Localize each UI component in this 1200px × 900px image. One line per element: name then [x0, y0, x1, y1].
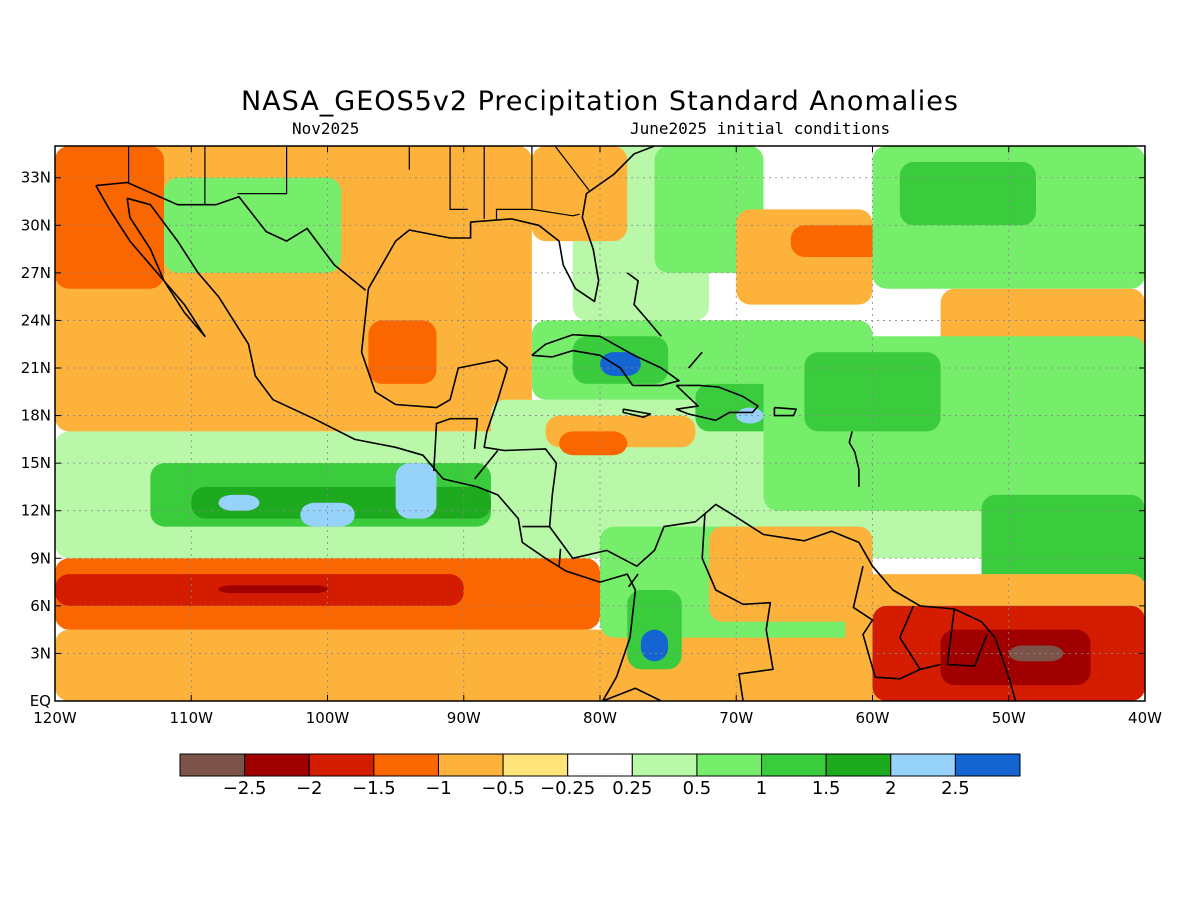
- coastline: [95, 181, 367, 291]
- colorbar-swatch: [761, 753, 827, 777]
- coastline: [848, 431, 860, 487]
- lat-tick-label: 24N: [21, 311, 51, 329]
- coastline: [773, 406, 798, 417]
- coastline: [701, 513, 774, 701]
- coastline: [626, 272, 662, 337]
- anomaly-region: [600, 352, 641, 376]
- colorbar-swatch: [179, 753, 246, 777]
- colorbar-label: −0.25: [540, 778, 595, 799]
- border-line: [237, 146, 288, 195]
- lon-tick-label: 70W: [719, 709, 753, 727]
- colorbar-label: 0.5: [683, 778, 712, 799]
- border-line: [495, 146, 533, 221]
- colorbar-label: 0.25: [612, 778, 652, 799]
- anomaly-region: [531, 146, 628, 242]
- lon-tick-label: 60W: [856, 709, 890, 727]
- border-line: [554, 146, 590, 191]
- lon-tick-label: 80W: [583, 709, 617, 727]
- colorbar-swatch: [890, 753, 956, 777]
- colorbar-swatch: [308, 753, 375, 777]
- colorbar-label: 2: [885, 778, 896, 799]
- anomaly-region: [218, 585, 328, 594]
- anomaly-region: [899, 161, 1036, 226]
- lon-tick-label: 100W: [306, 709, 350, 727]
- lon-tick-label: 40W: [1128, 709, 1162, 727]
- colorbar-swatch: [437, 753, 504, 777]
- coastline: [95, 185, 206, 338]
- colorbar-label: 2.5: [941, 778, 970, 799]
- colorbar-label: −1.5: [352, 778, 396, 799]
- colorbar-swatch: [244, 753, 310, 777]
- anomaly-region: [1008, 645, 1064, 662]
- coastline: [627, 573, 639, 588]
- forecast-month: Nov2025: [292, 119, 360, 138]
- map-title: NASA_GEOS5v2 Precipitation Standard Anom…: [241, 86, 959, 117]
- lat-tick-label: 27N: [21, 264, 51, 282]
- lat-tick-label: 15N: [21, 454, 51, 472]
- colorbar-swatch: [567, 753, 633, 777]
- colorbar-label: 1.5: [812, 778, 841, 799]
- lat-tick-label: 6N: [30, 597, 51, 615]
- colorbar-label: −0.5: [481, 778, 525, 799]
- colorbar-swatch: [696, 753, 763, 777]
- anomaly-region: [559, 431, 628, 456]
- anomaly-region: [218, 494, 260, 511]
- anomaly-region: [368, 320, 437, 384]
- border-line: [449, 146, 468, 210]
- colorbar-label: −2.5: [223, 778, 267, 799]
- coastline: [622, 408, 652, 419]
- anomaly-region: [55, 146, 164, 289]
- lon-tick-label: 120W: [33, 709, 77, 727]
- lat-tick-label: EQ: [30, 692, 51, 710]
- lon-tick-label: 50W: [992, 709, 1026, 727]
- anomaly-region: [640, 629, 669, 662]
- coastline: [126, 197, 637, 701]
- lat-tick-label: 18N: [21, 407, 51, 425]
- colorbar-swatch: [502, 753, 569, 777]
- anomaly-region: [164, 177, 342, 273]
- colorbar: −2.5 −2 −1.5 −1 −0.5 −0.25 0.25 0.5 1 1.5 2 2.5: [179, 753, 1021, 799]
- coastlines: [95, 146, 1017, 701]
- coastline: [852, 566, 921, 680]
- coastline: [531, 333, 680, 387]
- anomaly-field: [55, 146, 1145, 701]
- anomaly-region: [627, 590, 682, 670]
- lat-tick-label: 33N: [21, 169, 51, 187]
- coastline: [898, 605, 941, 671]
- political-borders: [128, 146, 590, 221]
- coastline: [558, 548, 562, 567]
- coastline: [946, 608, 988, 667]
- coastline: [675, 384, 759, 422]
- lon-tick-label: 110W: [170, 709, 214, 727]
- border-line: [531, 208, 580, 217]
- colorbar-swatch: [631, 753, 698, 777]
- anomaly-region: [804, 352, 941, 432]
- lat-tick-label: 9N: [30, 549, 51, 567]
- initial-conditions: June2025 initial conditions: [630, 119, 891, 138]
- colorbar-swatch: [373, 753, 439, 777]
- colorbar-label: 1: [756, 778, 767, 799]
- anomaly-region: [395, 463, 437, 519]
- coastline: [602, 687, 662, 701]
- coastline: [360, 288, 1017, 701]
- colorbar-swatch: [825, 753, 892, 777]
- coastline: [473, 449, 499, 480]
- anomaly-region: [709, 526, 873, 622]
- coastline: [367, 146, 655, 303]
- graticule: [55, 146, 1145, 701]
- coastline: [433, 417, 479, 472]
- anomaly-region: [981, 494, 1145, 590]
- colorbar-swatch: [954, 753, 1021, 777]
- coastline: [687, 351, 703, 369]
- lat-tick-label: 30N: [21, 216, 51, 234]
- anomaly-region: [300, 502, 355, 527]
- lon-tick-label: 90W: [447, 709, 481, 727]
- lat-tick-label: 21N: [21, 359, 51, 377]
- lat-tick-label: 12N: [21, 502, 51, 520]
- colorbar-label: −2: [296, 778, 323, 799]
- lat-tick-label: 3N: [30, 644, 51, 662]
- colorbar-label: −1: [425, 778, 452, 799]
